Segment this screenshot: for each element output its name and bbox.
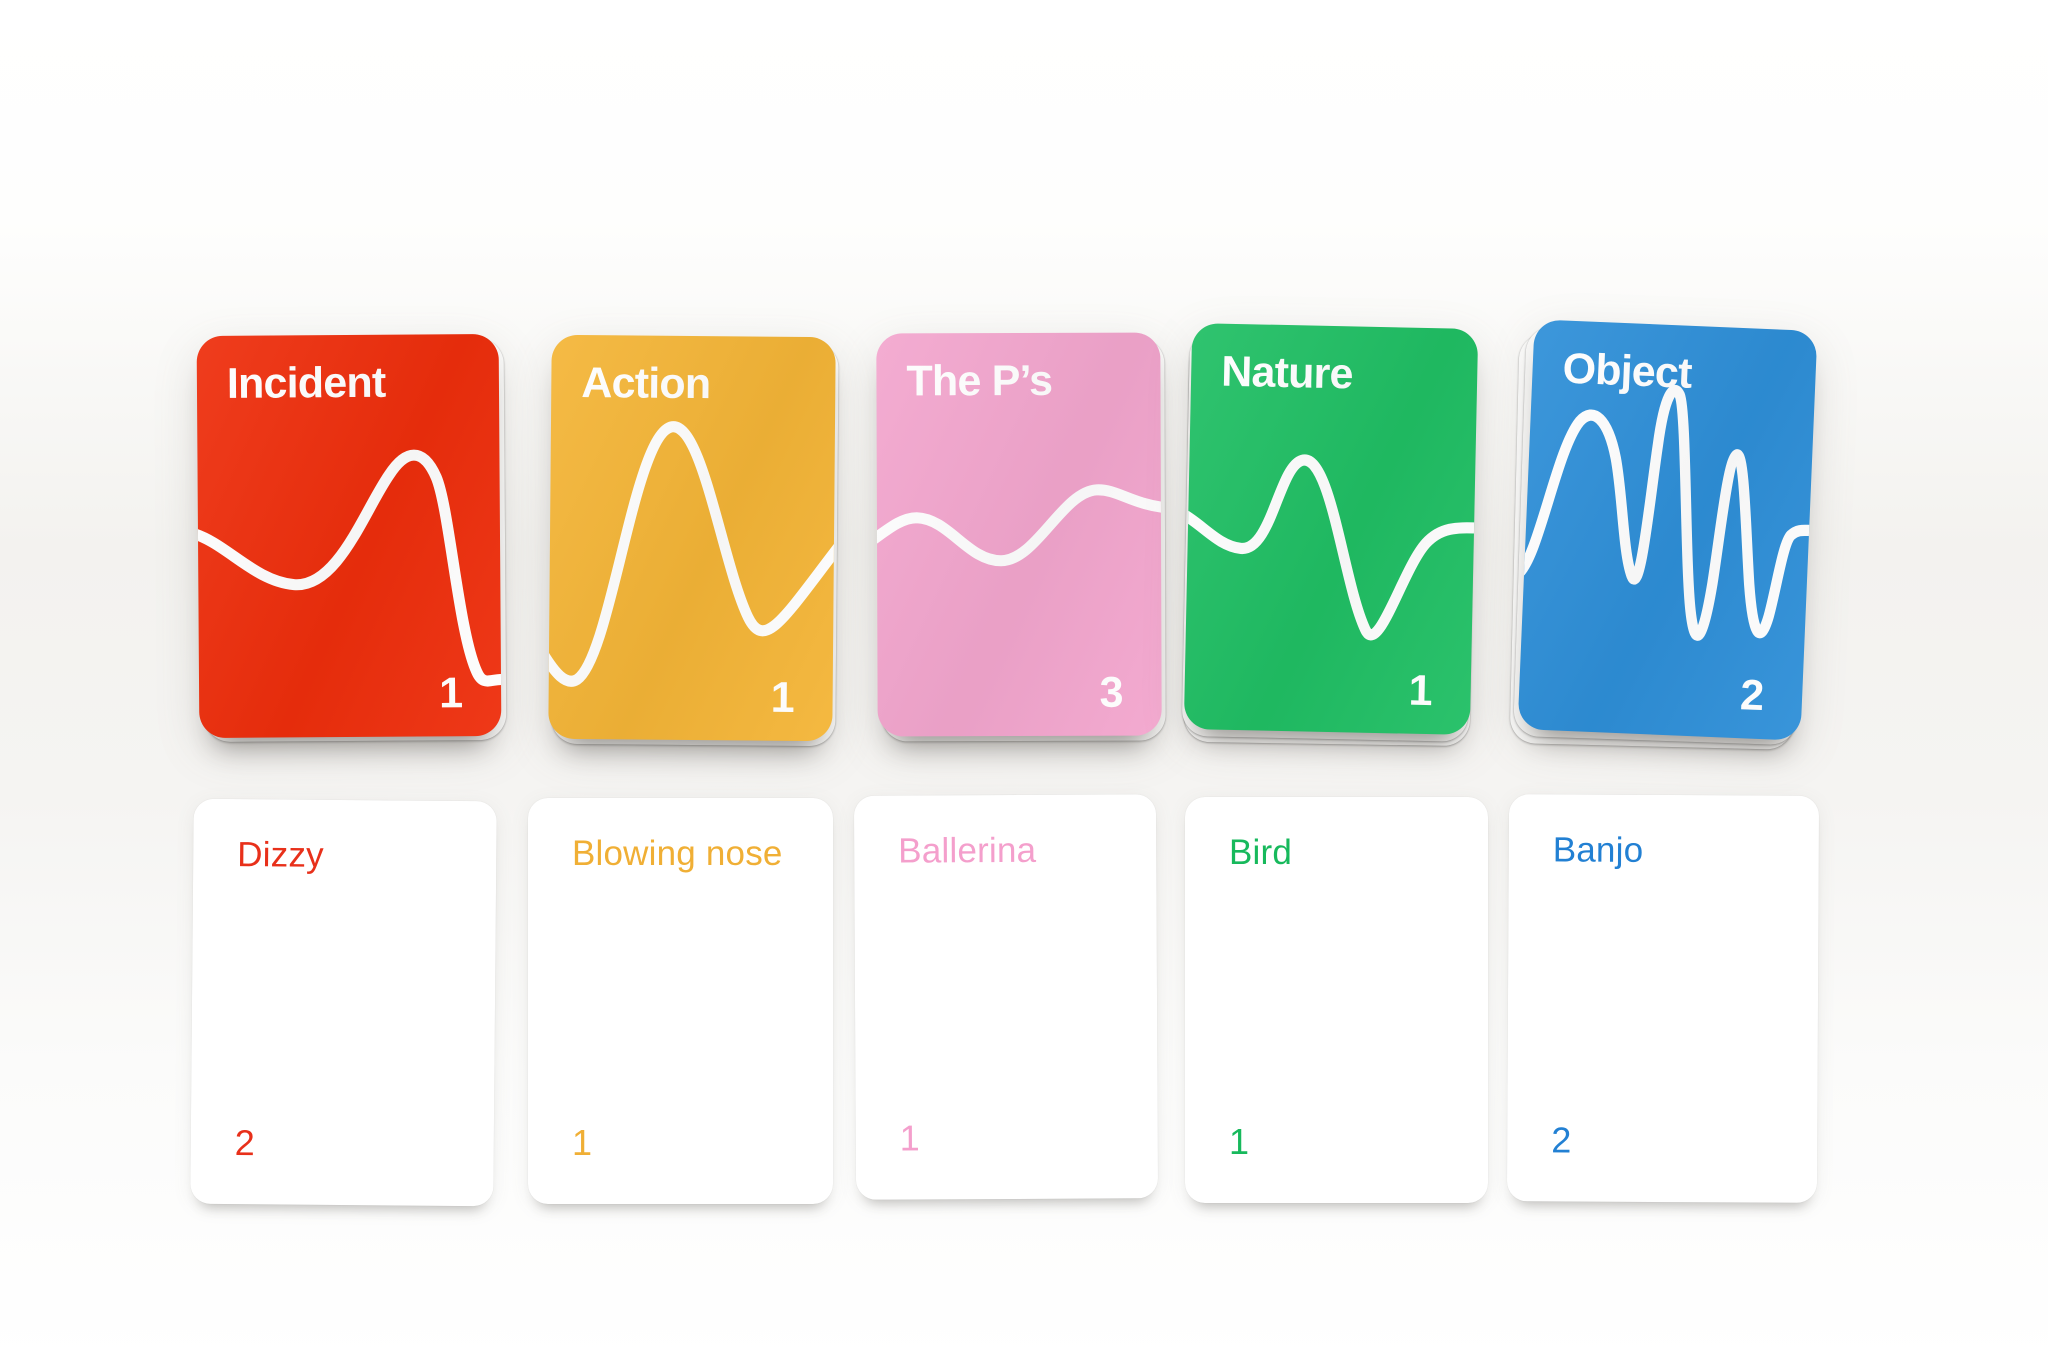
- sound-wave-icon: [1183, 454, 1479, 641]
- sound-wave-icon: [548, 421, 836, 687]
- deck-nature[interactable]: Nature 1: [1181, 323, 1479, 747]
- deck-card-back: Action 1: [548, 334, 836, 742]
- deck-title: Incident: [226, 358, 386, 408]
- word-card-ballerina[interactable]: Ballerina 1: [853, 794, 1159, 1200]
- deck-count-badge: 1: [770, 673, 795, 722]
- deck-incident[interactable]: Incident 1: [196, 333, 507, 743]
- word-label: Bird: [1229, 833, 1293, 872]
- word-label: Banjo: [1552, 830, 1644, 870]
- deck-object[interactable]: Object 2: [1509, 319, 1818, 750]
- word-label: Ballerina: [898, 830, 1037, 871]
- deck-title: Action: [581, 359, 711, 409]
- word-card-bird[interactable]: Bird 1: [1185, 797, 1488, 1203]
- deck-card-back: Object 2: [1517, 319, 1818, 741]
- sound-wave-icon: [1517, 384, 1818, 641]
- deck-count-badge: 1: [439, 669, 464, 718]
- points-value: 2: [1551, 1119, 1572, 1161]
- points-value: 1: [1229, 1121, 1250, 1162]
- word-card-dizzy[interactable]: Dizzy 2: [190, 798, 497, 1207]
- word-label: Dizzy: [237, 835, 325, 875]
- word-card-banjo[interactable]: Banjo 2: [1506, 794, 1820, 1203]
- deck-the-ps[interactable]: The P’s 3: [876, 332, 1166, 742]
- deck-card-back: Incident 1: [196, 333, 502, 739]
- deck-card-back: Nature 1: [1183, 323, 1479, 735]
- deck-title: The P’s: [906, 356, 1053, 406]
- sound-wave-icon: [876, 484, 1162, 567]
- word-card-blowing-nose[interactable]: Blowing nose 1: [528, 798, 833, 1204]
- deck-action[interactable]: Action 1: [548, 334, 839, 747]
- sound-wave-icon: [196, 449, 502, 687]
- points-value: 1: [899, 1117, 920, 1159]
- deck-card-back: The P’s 3: [876, 332, 1162, 737]
- points-value: 1: [572, 1122, 593, 1163]
- deck-title: Object: [1561, 344, 1693, 398]
- deck-count-badge: 1: [1408, 666, 1434, 716]
- deck-count-badge: 3: [1099, 668, 1124, 717]
- deck-count-badge: 2: [1739, 671, 1766, 721]
- word-label: Blowing nose: [572, 834, 783, 873]
- points-value: 2: [234, 1122, 255, 1164]
- deck-title: Nature: [1220, 347, 1354, 399]
